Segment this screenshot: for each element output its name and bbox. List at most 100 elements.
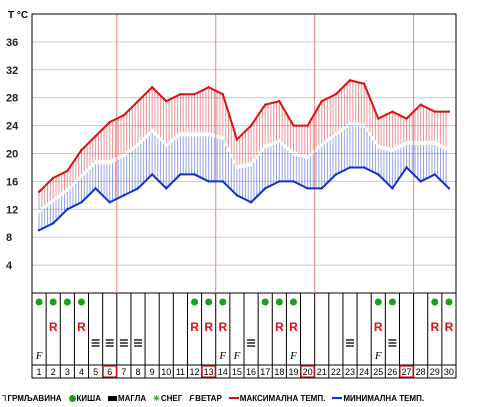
day-label: 28 [416,367,426,377]
thunderstorm-icon: R [204,320,213,334]
min-temp-point [108,201,111,204]
max-temp-point [362,82,366,85]
max-temp-point [80,148,83,152]
y-tick-labels: 4 8 12 16 20 24 28 32 36 [6,37,19,272]
y-tick-label: 16 [6,176,18,188]
highlighted-day-box [201,365,216,378]
legend-item-rain: КИША [68,394,101,403]
day-label: 17 [260,367,270,377]
day-label: 1 [37,367,42,377]
min-temp-point [221,180,224,183]
min-temp-point [80,201,83,204]
min-temp-point [249,201,253,204]
min-temp-line [38,165,450,232]
day-label: 22 [331,367,341,377]
highlighted-day-box [399,365,414,378]
min-temp-point [150,173,154,176]
max-temp-point [405,117,408,120]
max-temp-line [38,79,449,193]
rain-dot [374,298,382,306]
weather-rows: R R R R R R R R R RF F F F F [31,293,456,378]
max-temp-point [37,190,41,194]
min-temp-point [278,180,281,183]
highlighted-day-box [102,365,117,378]
min-temp-line-icon [332,397,343,399]
max-temp-point [391,110,394,113]
min-temp-point [37,229,41,232]
min-temp-point [207,180,210,183]
thunderstorm-icon: R [218,320,227,334]
day-label: 2 [51,367,56,377]
thunderstorm-icon: R [49,320,58,334]
day-label: 12 [190,367,200,377]
min-temp-point [334,173,338,176]
max-temp-point [108,120,111,124]
day-label: 23 [345,367,355,377]
max-temp-point [52,176,55,180]
day-label: 19 [288,367,298,377]
legend-item-fog: МАГЛА [107,394,146,403]
day-label: 6 [107,367,112,377]
rain-dot [431,298,439,306]
day-label: 24 [359,367,369,377]
max-temp-point [150,86,154,89]
unit-label: T °C [8,10,28,21]
rain-dot [275,298,283,306]
min-temp-point [52,222,55,225]
rain-dot-icon [68,394,76,402]
day-label: 11 [176,367,185,377]
day-label: 18 [274,367,284,377]
day-label: 27 [402,367,412,377]
max-temp-point [221,93,224,96]
min-temp-point [94,187,97,190]
min-temp-point [405,166,408,169]
fog-bar-icon [107,395,117,401]
y-tick-label: 24 [6,121,19,133]
day-label: 15 [232,367,242,377]
y-tick-label: 20 [6,149,18,161]
max-temp-point [235,138,239,141]
max-temp-point [334,93,338,96]
wind-icon: F [233,350,241,362]
max-temp-point [66,169,69,173]
min-temp-point [306,187,309,190]
legend: Ꞁ ГРМЉАВИНА КИША МАГЛА ✳ СНЕГ F ВЕТАР МА… [2,391,498,405]
min-temp-point [66,208,69,211]
max-temp-line-icon [228,397,239,399]
legend-item-max: МАКСИМАЛНА ТЕМП. [228,394,325,403]
max-temp-point [447,110,451,113]
legend-item-snow: ✳ СНЕГ [153,393,183,403]
day-labels: 1 2 3 4 5 6 7 8 9 10 11 12 13 14 15 16 17 18 19 20 21 22 23 24 2… [37,365,454,378]
wind-icon: F [189,393,195,403]
rain-dot [261,298,269,306]
max-temp-point [306,124,309,127]
min-temp-point [179,173,182,176]
max-temp-point [419,103,422,106]
max-temp-point [249,124,253,127]
day-label: 14 [218,367,228,377]
temperature-bands [37,79,451,232]
min-temp-point [264,187,267,190]
day-label: 20 [303,367,313,377]
max-temp-point [179,93,182,96]
rain-dot [219,298,227,306]
min-temp-point [391,187,394,190]
day-label: 7 [121,367,126,377]
min-temp-point [235,194,239,197]
day-label: 25 [373,367,383,377]
day-label: 29 [430,367,440,377]
day-label: 13 [204,367,214,377]
rain-dot [77,298,85,306]
thunderstorm-icon: R [430,320,439,334]
day-label: 5 [93,367,98,377]
thunderstorm-icon: R [374,320,383,334]
rain-dot [35,298,43,306]
thunderstorm-icon: R [190,320,199,334]
y-tick-label: 36 [6,37,18,49]
day-label: 9 [150,367,155,377]
rain-dot [205,298,213,306]
wind-icon: F [374,350,382,362]
wind-icon: F [218,350,226,362]
rain-dot [445,298,453,306]
